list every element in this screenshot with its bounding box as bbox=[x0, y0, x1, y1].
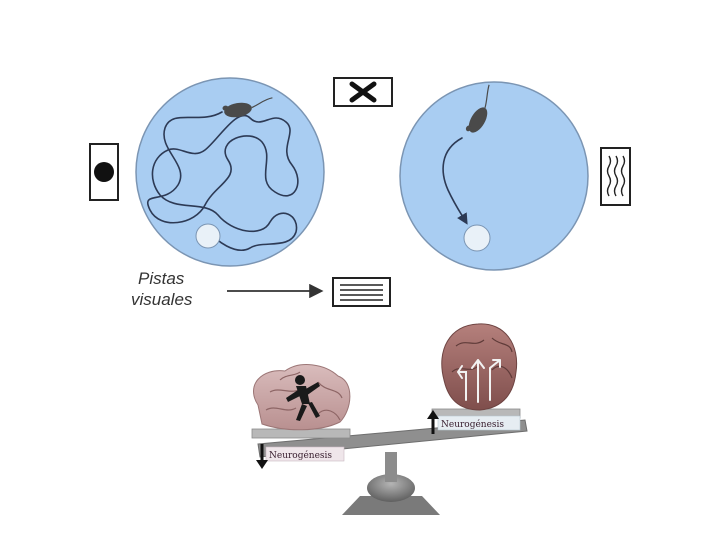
direct-path-pool bbox=[399, 81, 589, 271]
left-pool-platform bbox=[195, 223, 221, 249]
visual-cues-label-line2: visuales bbox=[131, 290, 193, 309]
right-pool-platform bbox=[463, 224, 491, 252]
left-plate bbox=[251, 428, 351, 439]
scale-pivot bbox=[367, 474, 415, 502]
direct-swim-path bbox=[442, 137, 468, 225]
brain-left-icon bbox=[253, 364, 351, 431]
horizontal-lines-cue-icon bbox=[332, 277, 391, 307]
right-neurogenesis-label: Neurogénesis bbox=[441, 419, 504, 430]
right-pool-water bbox=[399, 81, 589, 271]
x-mark-cue-icon bbox=[333, 77, 393, 107]
left-neurogenesis-label: Neurogénesis bbox=[269, 450, 332, 461]
scale-base bbox=[342, 496, 440, 515]
tangled-swim-path bbox=[147, 111, 299, 251]
search-path-pool bbox=[135, 77, 325, 267]
brain-right-icon bbox=[441, 323, 518, 411]
right-neurogenesis-tag: Neurogénesis bbox=[437, 415, 521, 431]
down-arrow-icon bbox=[256, 444, 268, 469]
left-neurogenesis-tag: Neurogénesis bbox=[265, 446, 345, 462]
visual-cues-label-line1: Pistas bbox=[138, 269, 185, 288]
mouse-icon-left bbox=[222, 97, 273, 118]
wavy-lines-cue-icon bbox=[600, 147, 631, 206]
mouse-icon-right bbox=[465, 84, 490, 133]
up-arrow-icon bbox=[427, 410, 439, 434]
filled-circle-cue-icon bbox=[89, 143, 119, 201]
